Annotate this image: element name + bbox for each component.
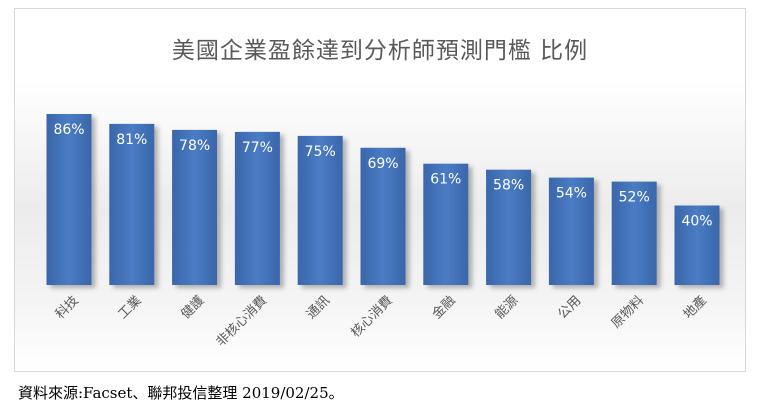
x-tick-label-1: 工業 [115,293,145,323]
x-tick-label-3: 非核心消費 [214,293,271,350]
x-tick-labels-group: 科技 工業 健護 非核心消費 通訊 核心消費 金融 能源 公用 原物料 地產 [53,293,710,350]
value-label-3: 77% [242,140,273,156]
chart-title: 美國企業盈餘達到分析師預測門檻 比例 [171,38,589,64]
value-labels-group: 86% 81% 78% 77% 75% 69% 61% 58% 54% 52% 40% [53,122,712,230]
x-tick-label-9: 原物料 [609,293,647,331]
x-tick-label-6: 金融 [429,293,459,323]
bars-group [46,114,720,286]
bar-9 [611,181,657,285]
x-tick-label-5: 核心消費 [348,293,395,340]
value-label-5: 69% [367,156,398,172]
value-label-7: 58% [493,178,524,194]
value-label-9: 52% [619,190,650,206]
value-label-6: 61% [430,172,461,188]
bar-5 [360,147,406,285]
value-label-1: 81% [116,132,147,148]
x-tick-label-0: 科技 [53,293,82,322]
bar-2 [172,129,218,285]
source-note: 資料來源:Facset、聯邦投信整理 2019/02/25。 [18,384,344,402]
value-label-2: 78% [179,138,210,154]
bar-6 [423,163,469,285]
value-label-0: 86% [53,122,84,138]
x-tick-label-8: 公用 [555,293,584,322]
bar-4 [297,135,343,285]
bar-8 [548,177,594,285]
value-label-10: 40% [681,214,712,230]
x-tick-label-7: 能源 [492,293,521,322]
bar-1 [109,123,155,286]
value-label-4: 75% [305,144,336,160]
x-tick-label-4: 通訊 [304,293,333,322]
bar-10 [674,205,720,285]
bar-7 [486,169,532,285]
x-tick-label-10: 地產 [680,293,710,323]
value-label-8: 54% [556,186,587,202]
x-tick-label-2: 健護 [178,293,208,323]
bar-3 [234,131,280,285]
bar-0 [46,114,92,285]
